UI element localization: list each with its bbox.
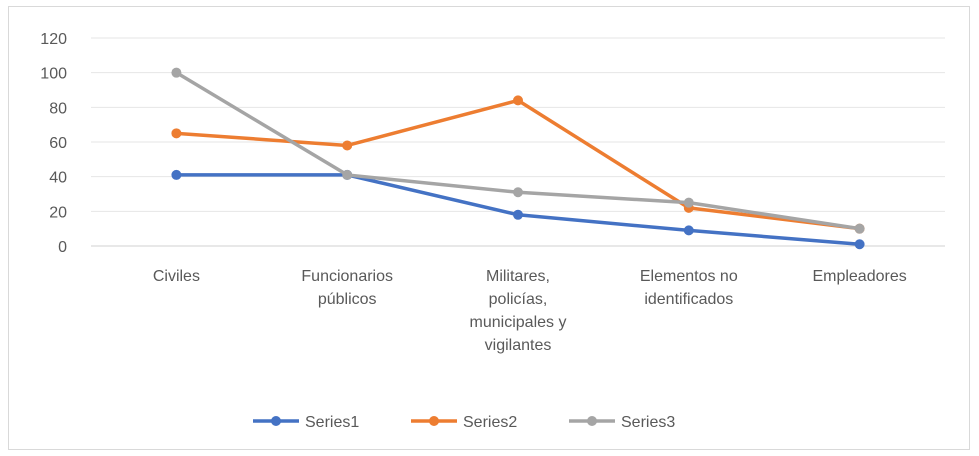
data-point bbox=[342, 169, 353, 180]
y-tick-label: 60 bbox=[49, 135, 67, 152]
legend-label: Series2 bbox=[463, 414, 517, 431]
data-point bbox=[513, 209, 523, 220]
y-tick-label: 40 bbox=[49, 170, 67, 187]
legend-marker bbox=[429, 416, 439, 426]
legend: Series1 Series2 Series3 bbox=[253, 414, 675, 431]
data-point bbox=[854, 223, 865, 234]
series-lines bbox=[171, 67, 865, 250]
legend-label: Series3 bbox=[621, 414, 675, 431]
legend-item: Series1 bbox=[253, 414, 359, 431]
series-line-2 bbox=[174, 98, 862, 231]
x-tick-label: Empleadores bbox=[812, 268, 906, 285]
series-line-1 bbox=[174, 173, 862, 247]
data-point bbox=[171, 67, 182, 78]
data-point bbox=[513, 187, 523, 198]
y-tick-label: 20 bbox=[49, 204, 67, 221]
y-tick-label: 0 bbox=[58, 239, 67, 256]
data-point bbox=[683, 197, 694, 208]
y-tick-label: 120 bbox=[40, 31, 67, 48]
x-axis-ticks: Civiles Funcionarios públicos Militares, pol… bbox=[153, 268, 907, 354]
legend-item: Series2 bbox=[411, 414, 517, 431]
y-axis-ticks: 0 20 40 60 80 100 120 bbox=[40, 31, 67, 256]
x-tick-label: Elementos no identificados bbox=[640, 268, 738, 308]
y-tick-label: 80 bbox=[49, 100, 67, 117]
legend-item: Series3 bbox=[569, 414, 675, 431]
data-point bbox=[513, 95, 523, 106]
x-tick-label: Funcionarios públicos bbox=[301, 268, 393, 308]
x-tick-label: Militares, policías, municipales y vigilant… bbox=[470, 268, 567, 354]
data-point bbox=[854, 239, 865, 250]
data-point bbox=[171, 128, 182, 139]
chart-frame: 0 20 40 60 80 100 120 Civiles Funcionarios públi… bbox=[8, 6, 970, 450]
data-point bbox=[171, 169, 182, 180]
data-point bbox=[342, 140, 353, 151]
data-point bbox=[683, 225, 694, 236]
legend-marker bbox=[587, 416, 597, 426]
legend-marker bbox=[271, 416, 281, 426]
y-tick-label: 100 bbox=[40, 66, 67, 83]
legend-label: Series1 bbox=[305, 414, 359, 431]
x-tick-label: Civiles bbox=[153, 268, 200, 285]
line-chart: 0 20 40 60 80 100 120 Civiles Funcionarios públi… bbox=[40, 31, 945, 431]
